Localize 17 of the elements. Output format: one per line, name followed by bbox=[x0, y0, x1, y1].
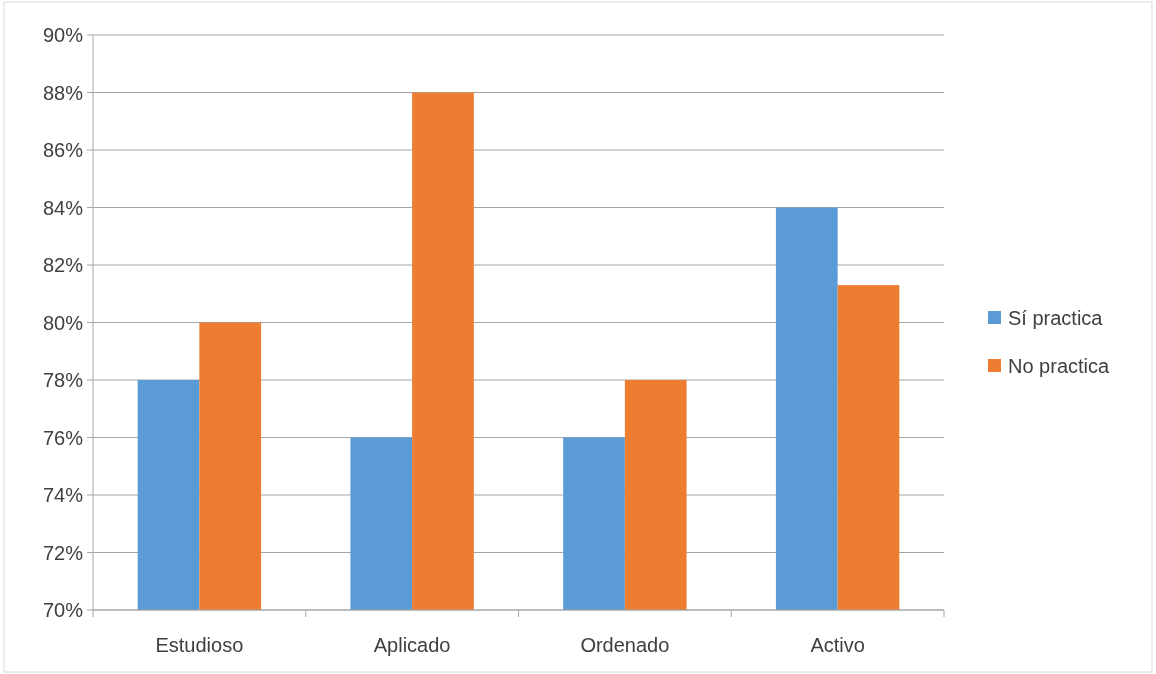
y-tick-label: 70% bbox=[42, 599, 84, 621]
x-tick-label: Activo bbox=[810, 634, 865, 656]
legend-label: Sí practica bbox=[1008, 307, 1104, 329]
y-tick-label: 86% bbox=[42, 139, 84, 161]
y-tick-label: 78% bbox=[42, 369, 84, 391]
x-tick-label: Aplicado bbox=[373, 634, 451, 656]
x-tick-label: Ordenado bbox=[580, 634, 670, 656]
y-tick-label: 90% bbox=[42, 24, 84, 46]
y-tick-label: 76% bbox=[42, 426, 84, 449]
y-tick-label: 74% bbox=[42, 484, 84, 506]
y-tick-label: 80% bbox=[42, 311, 84, 334]
y-tick-label: 72% bbox=[42, 541, 84, 564]
x-tick-label: Estudioso bbox=[155, 634, 244, 656]
y-tick-label: 84% bbox=[42, 196, 84, 219]
y-tick-label: 82% bbox=[42, 254, 84, 276]
legend-label: No practica bbox=[1008, 355, 1111, 377]
y-tick-label: 88% bbox=[42, 81, 84, 104]
